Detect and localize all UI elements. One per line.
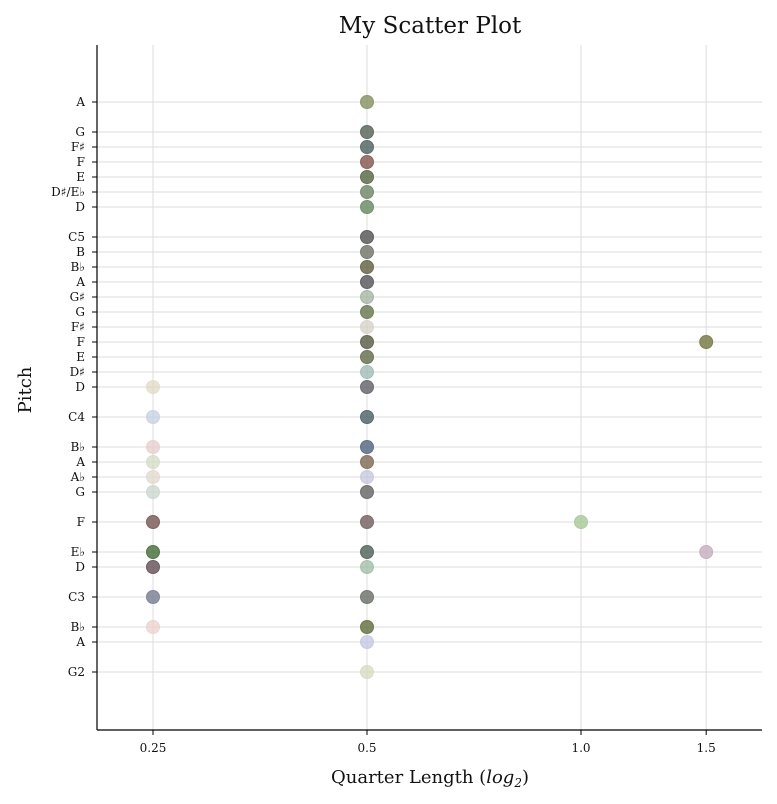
y-tick-label: A	[75, 275, 85, 289]
y-tick-label: A	[75, 635, 85, 649]
scatter-point	[699, 335, 714, 349]
x-axis-label-log: log	[486, 767, 514, 788]
y-tick-label: C3	[68, 590, 85, 604]
y-tick-label: E♭	[71, 545, 85, 559]
y-tick-label: F	[77, 515, 85, 529]
y-tick-label: G♯	[70, 290, 85, 304]
scatter-point	[360, 140, 374, 154]
data-points	[146, 95, 714, 679]
y-tick-label: F♯	[71, 140, 85, 154]
x-axis-label-sub: 2	[513, 776, 522, 790]
scatter-point	[146, 590, 160, 604]
scatter-point	[360, 305, 374, 319]
scatter-point	[360, 170, 374, 184]
scatter-point	[360, 320, 374, 334]
y-tick-label: G	[75, 485, 85, 499]
scatter-point	[146, 455, 160, 469]
scatter-point	[360, 335, 374, 349]
x-tick-label: 1.5	[697, 741, 716, 755]
scatter-point	[360, 545, 374, 559]
y-axis-label: Pitch	[15, 366, 36, 413]
scatter-point	[360, 260, 374, 274]
scatter-point	[360, 455, 374, 469]
scatter-point	[360, 665, 374, 679]
scatter-point	[360, 620, 374, 634]
y-tick-label: F	[77, 335, 85, 349]
scatter-point	[360, 515, 374, 529]
y-tick-label: G	[75, 125, 85, 139]
scatter-point	[574, 515, 588, 529]
scatter-point	[360, 410, 374, 424]
scatter-point	[360, 155, 374, 169]
y-tick-label: A	[75, 95, 85, 109]
y-tick-label: G2	[68, 665, 85, 679]
scatter-point	[146, 380, 160, 394]
y-tick-label: D	[75, 200, 85, 214]
scatter-point	[360, 125, 374, 139]
x-tick-label: 1.0	[571, 741, 590, 755]
chart-title: My Scatter Plot	[339, 13, 522, 39]
y-tick-labels: G2AB♭C3DE♭FGA♭AB♭C4DD♯EFF♯GG♯AB♭BC5DD♯/E…	[51, 95, 97, 679]
scatter-point	[360, 95, 374, 109]
grid-lines	[97, 45, 762, 730]
y-tick-label: C4	[68, 410, 85, 424]
scatter-point	[360, 440, 374, 454]
y-tick-label: A♭	[70, 470, 85, 484]
x-axis-label: Quarter Length (log2)	[331, 767, 529, 790]
scatter-point	[146, 515, 160, 529]
y-tick-label: B	[76, 245, 85, 259]
scatter-point	[146, 440, 160, 454]
scatter-point	[360, 230, 374, 244]
x-tick-labels: 0.25 0.5 1.0 1.5	[140, 730, 716, 755]
scatter-point	[360, 275, 374, 289]
y-tick-label: B♭	[71, 260, 85, 274]
scatter-point	[360, 185, 374, 199]
scatter-point	[146, 410, 160, 424]
scatter-point	[146, 470, 160, 484]
y-tick-label: E	[76, 350, 85, 364]
y-tick-label: G	[75, 305, 85, 319]
y-tick-label: D	[75, 380, 85, 394]
y-tick-label: D♯/E♭	[51, 185, 85, 199]
x-axis-label-end: )	[522, 767, 529, 788]
x-axis-label-main: Quarter Length (	[331, 767, 486, 788]
y-tick-label: C5	[68, 230, 85, 244]
y-tick-label: D	[75, 560, 85, 574]
y-tick-label: B♭	[71, 620, 85, 634]
scatter-point	[360, 380, 374, 394]
scatter-point	[360, 560, 374, 574]
x-tick-label: 0.25	[140, 741, 167, 755]
scatter-point	[360, 485, 374, 499]
scatter-point	[146, 560, 160, 574]
x-tick-label: 0.5	[357, 741, 376, 755]
scatter-point	[360, 365, 374, 379]
scatter-point	[360, 470, 374, 484]
scatter-point	[360, 290, 374, 304]
y-tick-label: D♯	[70, 365, 85, 379]
y-tick-label: F	[77, 155, 85, 169]
scatter-point	[360, 635, 374, 649]
scatter-point	[146, 485, 160, 499]
y-tick-label: B♭	[71, 440, 85, 454]
scatter-point	[360, 590, 374, 604]
y-tick-label: A	[75, 455, 85, 469]
scatter-point	[146, 545, 160, 559]
scatter-point	[699, 545, 714, 559]
scatter-point	[360, 350, 374, 364]
scatter-point	[360, 245, 374, 259]
scatter-point	[360, 200, 374, 214]
scatter-point	[146, 620, 160, 634]
y-tick-label: F♯	[71, 320, 85, 334]
y-tick-label: E	[76, 170, 85, 184]
